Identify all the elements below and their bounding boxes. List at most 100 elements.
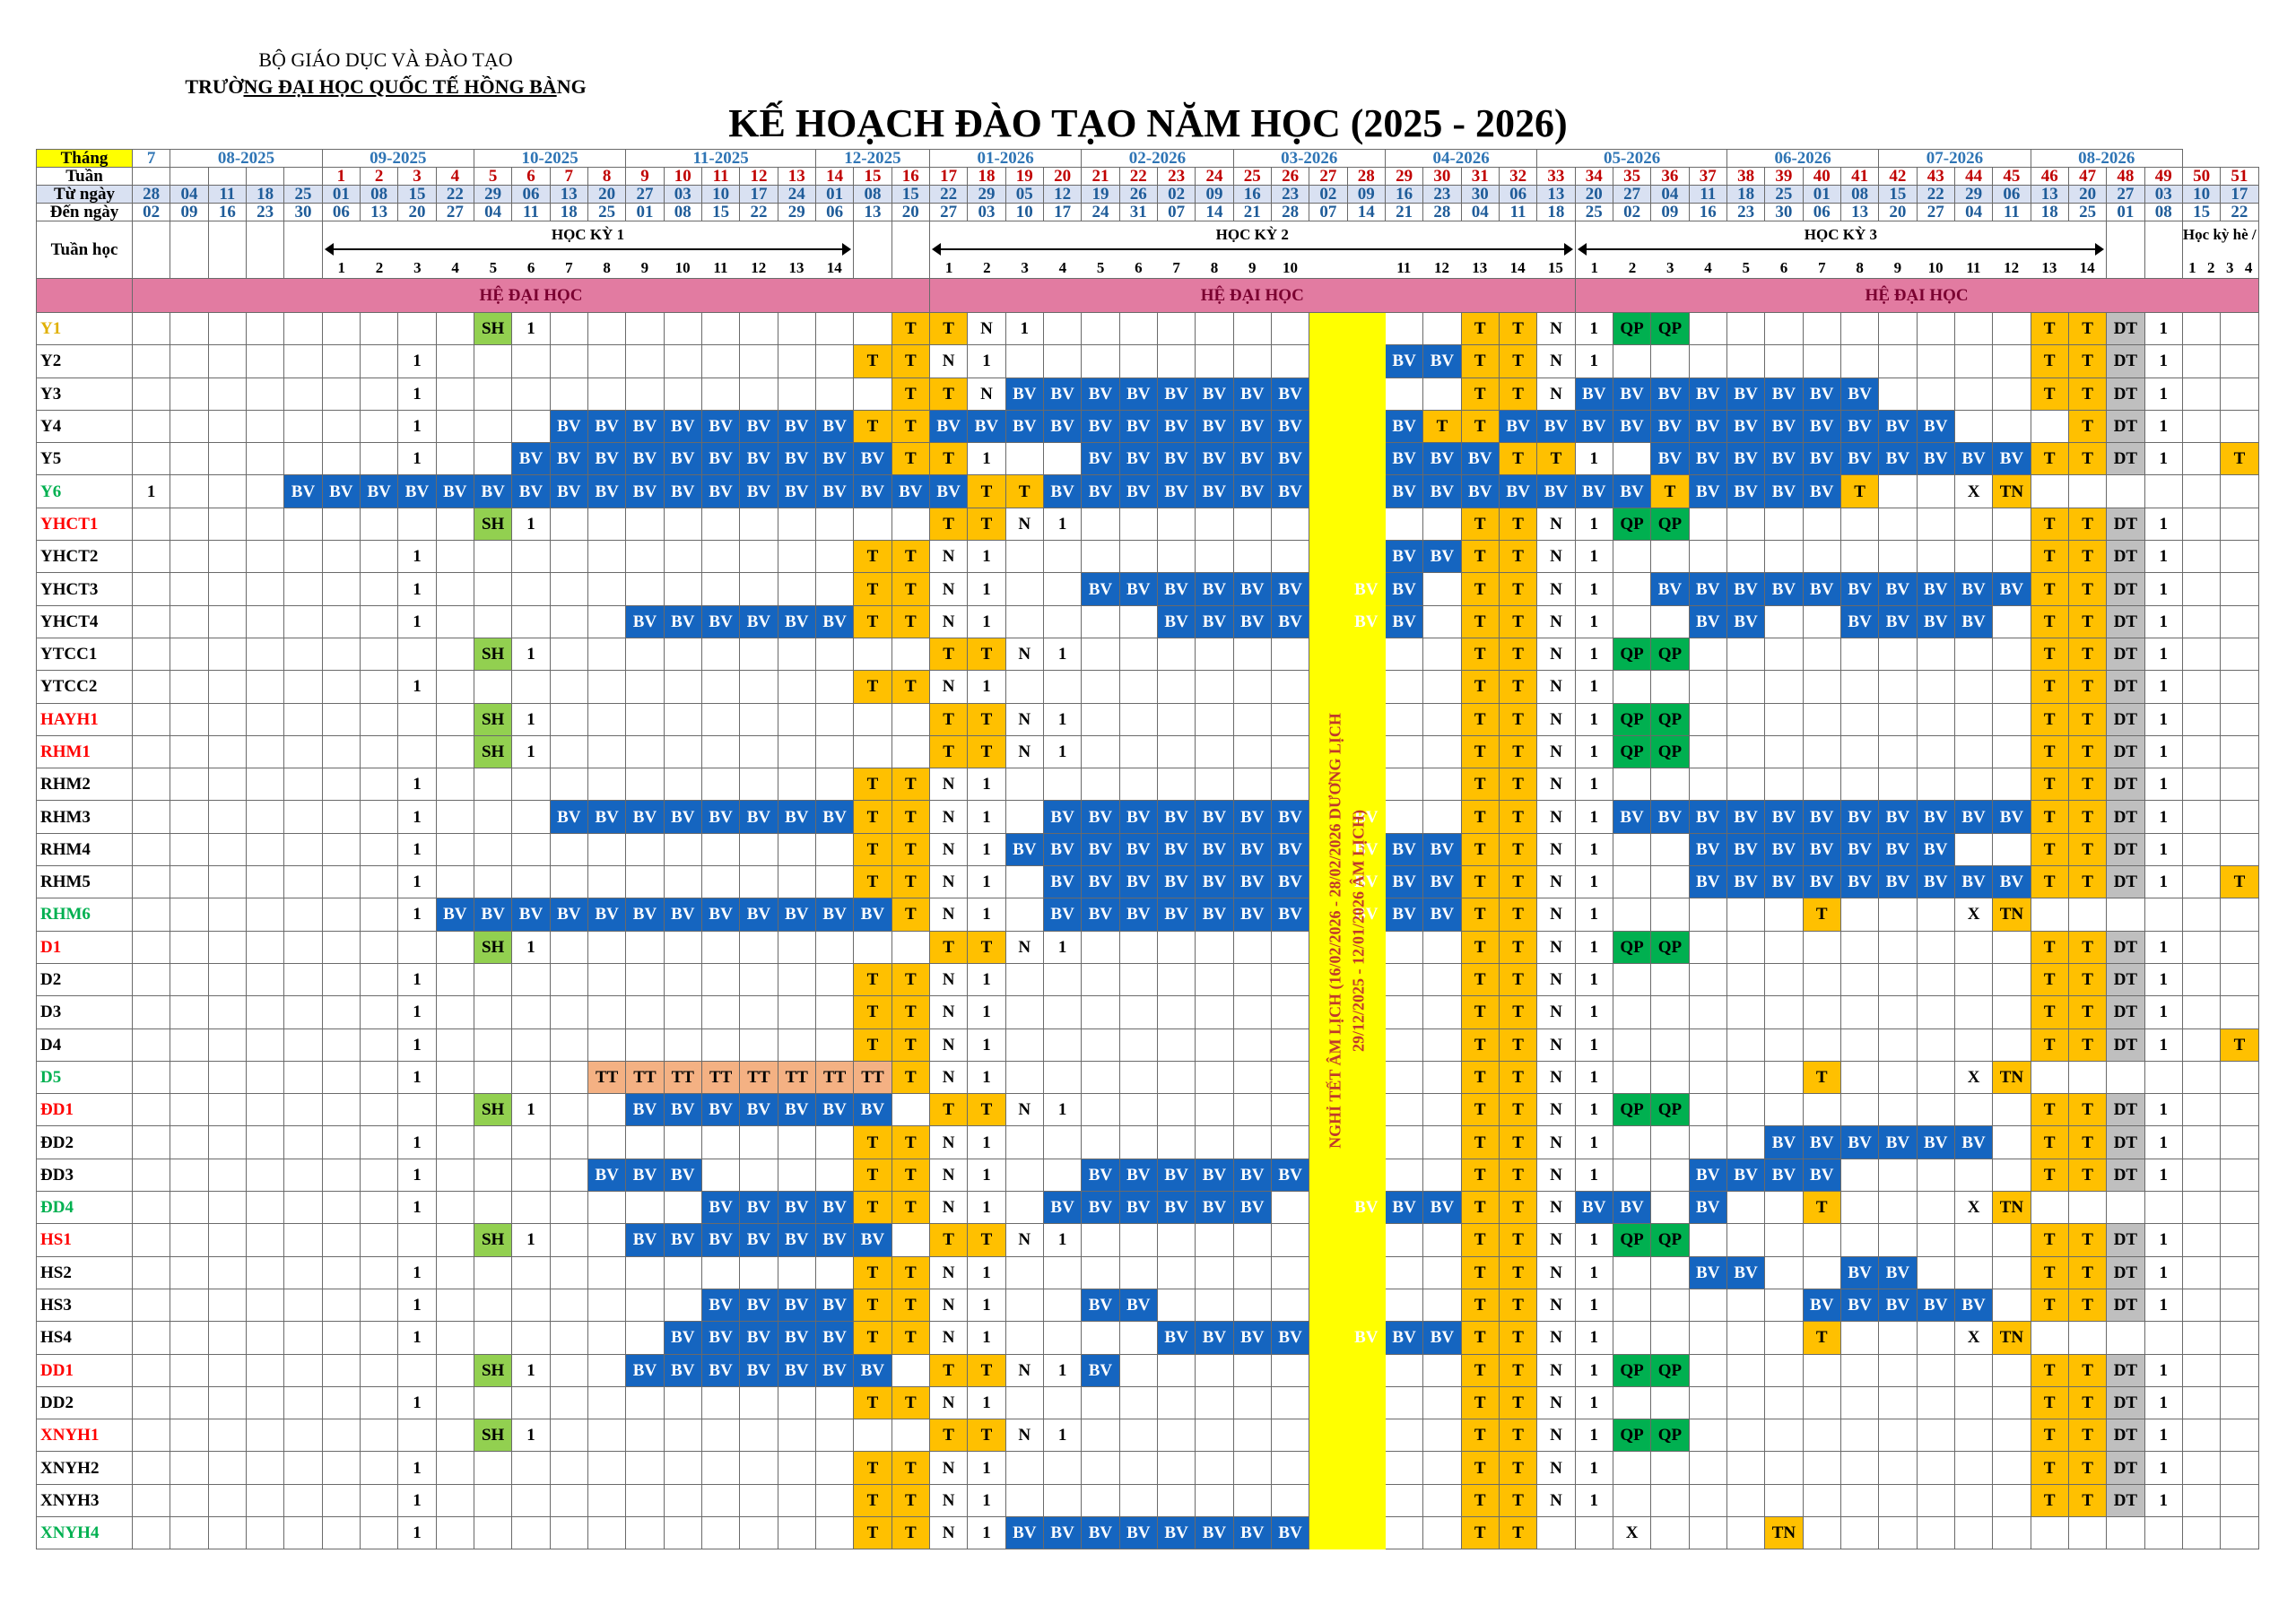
schedule-cell: 1 xyxy=(967,540,1006,574)
schedule-cell xyxy=(511,1451,551,1485)
schedule-cell xyxy=(1802,995,1841,1029)
schedule-cell xyxy=(1650,1515,1690,1550)
schedule-cell xyxy=(1042,1483,1083,1517)
schedule-cell: BV xyxy=(1688,1191,1727,1225)
schedule-cell xyxy=(2220,1419,2259,1453)
schedule-cell: 1 xyxy=(2144,734,2183,769)
schedule-cell xyxy=(700,1255,741,1289)
schedule-cell xyxy=(1688,1223,1727,1257)
schedule-cell xyxy=(397,507,437,542)
schedule-cell xyxy=(1650,1191,1690,1225)
schedule-cell xyxy=(397,930,437,964)
schedule-cell xyxy=(435,1191,474,1225)
class-name: YTCC2 xyxy=(36,670,133,704)
schedule-cell xyxy=(1839,1385,1880,1420)
schedule-cell: T xyxy=(928,1223,969,1257)
schedule-cell xyxy=(1118,995,1158,1029)
week-cell: 46 xyxy=(2030,167,2069,186)
schedule-cell: DT xyxy=(2106,1093,2145,1127)
schedule-cell xyxy=(435,311,474,346)
schedule-cell xyxy=(1081,1060,1120,1095)
schedule-cell: T xyxy=(2030,442,2069,476)
schedule-cell xyxy=(2220,1255,2259,1289)
week-cell: 15 xyxy=(853,167,892,186)
schedule-cell: BV xyxy=(814,604,855,638)
schedule-cell: N xyxy=(1536,377,1576,411)
schedule-cell: T xyxy=(1802,1060,1841,1095)
schedule-cell xyxy=(1916,1158,1955,1193)
schedule-cell xyxy=(1309,832,1348,867)
schedule-cell: BV xyxy=(1232,604,1272,638)
month-cell: 10-2025 xyxy=(473,149,627,168)
schedule-cell xyxy=(625,832,665,867)
schedule-cell xyxy=(170,409,209,444)
schedule-cell xyxy=(1346,442,1386,476)
schedule-cell xyxy=(473,442,513,476)
schedule-cell xyxy=(1004,768,1044,802)
schedule-cell: T xyxy=(891,865,930,899)
class-row: Y4 1 BV BV BV BV BV BV BV BV T T BV BV BV BV BV BV BV BV BV B… xyxy=(36,409,2259,444)
schedule-cell: BV xyxy=(1232,409,1272,444)
schedule-cell: N xyxy=(1536,962,1576,997)
schedule-cell: BV xyxy=(1764,1125,1804,1159)
schedule-cell xyxy=(1081,1483,1120,1517)
schedule-cell: 1 xyxy=(397,1321,437,1355)
schedule-cell: DT xyxy=(2106,702,2145,736)
schedule-cell xyxy=(1764,898,1804,932)
schedule-cell xyxy=(207,1060,247,1095)
from-date-cell: 13 xyxy=(549,185,588,204)
week-cell: 26 xyxy=(1270,167,1310,186)
schedule-cell xyxy=(1612,768,1652,802)
semester-week-number: 8 xyxy=(603,258,611,276)
schedule-cell xyxy=(245,702,285,736)
schedule-cell: N xyxy=(1536,540,1576,574)
schedule-cell xyxy=(625,637,665,672)
schedule-cell xyxy=(1004,670,1044,704)
month-cell: 08-2026 xyxy=(2030,149,2183,168)
schedule-cell xyxy=(1042,572,1083,606)
schedule-cell xyxy=(1992,1028,2031,1062)
class-row: XNYH2 1 T T N 1 T T N 1 T T DT 1 xyxy=(36,1451,2259,1485)
schedule-cell: 1 xyxy=(967,1483,1006,1517)
schedule-cell xyxy=(321,995,361,1029)
schedule-cell: BV xyxy=(739,1321,778,1355)
schedule-cell xyxy=(170,311,209,346)
schedule-cell: T xyxy=(2067,800,2108,834)
schedule-cell xyxy=(1839,995,1880,1029)
schedule-cell: BV xyxy=(1802,377,1841,411)
schedule-cell xyxy=(1004,800,1044,834)
schedule-cell: N xyxy=(1004,1353,1044,1387)
schedule-cell xyxy=(1802,1028,1841,1062)
schedule-cell xyxy=(1195,1288,1234,1323)
week-cell: 1 xyxy=(321,167,361,186)
schedule-cell xyxy=(1384,1093,1424,1127)
schedule-cell xyxy=(131,1255,171,1289)
semester-week-number: 14 xyxy=(826,258,842,276)
schedule-cell: T xyxy=(2030,800,2069,834)
schedule-cell: T xyxy=(853,800,892,834)
schedule-cell xyxy=(170,540,209,574)
schedule-cell xyxy=(359,377,399,411)
schedule-cell xyxy=(2220,1093,2259,1127)
schedule-cell xyxy=(1992,1451,2031,1485)
class-name: D4 xyxy=(36,1028,133,1062)
schedule-cell xyxy=(245,1288,285,1323)
schedule-cell: BV xyxy=(777,474,816,508)
schedule-cell xyxy=(1839,1223,1880,1257)
schedule-cell xyxy=(1346,507,1386,542)
schedule-cell xyxy=(207,1353,247,1387)
schedule-cell: 1 xyxy=(397,409,437,444)
schedule-cell xyxy=(283,1158,323,1193)
schedule-cell xyxy=(587,604,627,638)
schedule-cell xyxy=(1916,1060,1955,1095)
schedule-cell: BV xyxy=(1118,865,1158,899)
schedule-cell xyxy=(321,1223,361,1257)
class-name: Y5 xyxy=(36,442,133,476)
schedule-cell xyxy=(435,1483,474,1517)
schedule-cell xyxy=(131,1191,171,1225)
schedule-cell: QP xyxy=(1612,930,1652,964)
class-row: HS4 1 BV BV BV BV BV T T N 1 BV BV BV BV BV BV BV T T N 1 T X TN xyxy=(36,1321,2259,1355)
schedule-cell xyxy=(321,507,361,542)
week-cell: 16 xyxy=(891,167,930,186)
schedule-cell xyxy=(1156,540,1196,574)
